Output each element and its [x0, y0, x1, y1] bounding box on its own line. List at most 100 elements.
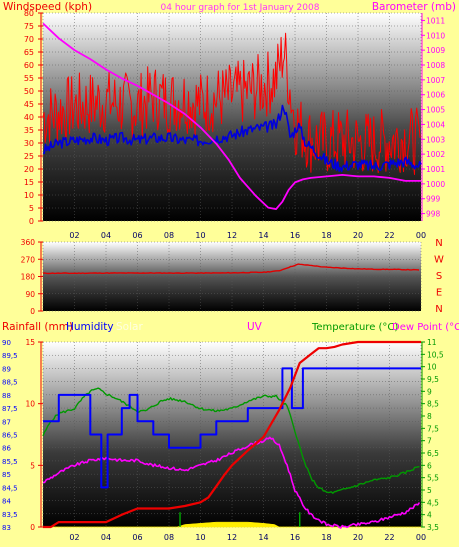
compass-letter: N [435, 304, 442, 315]
avg-windspeed-line [42, 104, 422, 173]
baro-tick-label: 1006 [426, 91, 445, 100]
baro-title: Barometer (mb) [372, 1, 456, 13]
x-tick-label: 10 [195, 231, 205, 240]
wind-tick-label: 80 [24, 9, 34, 18]
temperature-line [42, 387, 420, 494]
temp-tick-label: 6 [427, 461, 432, 470]
temp-tick-label: 4,5 [427, 498, 439, 507]
temp-tick-label: 3,5 [427, 523, 439, 532]
barometer-line [42, 22, 421, 210]
direction-series [42, 263, 420, 275]
wind-tick-label: 20 [24, 165, 34, 174]
wind-tick-label: 40 [24, 113, 34, 122]
baro-y-axis: 998 999 1000 1001 1002 1003 1004 1005 1006 1007 10… [421, 13, 445, 221]
x-tick-label: 02 [69, 533, 79, 542]
wind-series [42, 22, 422, 210]
x-tick-label: 00 [416, 533, 426, 542]
baro-tick-label: 1002 [426, 150, 445, 159]
humidity-tick-label: 83,5 [2, 511, 18, 519]
temperature-label: Temperature (°C) [311, 322, 398, 333]
dewpoint-label: Dew Point (°C) [392, 322, 459, 333]
x-tick-label: 08 [164, 231, 174, 240]
climate-series [42, 340, 421, 529]
dir-tick-label: 270 [21, 255, 36, 264]
x-tick-label: 06 [132, 231, 142, 240]
dir-tick-label: 0 [30, 307, 35, 316]
compass-letter: N [435, 238, 442, 249]
wind-tick-label: 5 [29, 204, 34, 213]
wind-x-axis: 02 04 06 08 10 12 14 16 18 20 22 00 [69, 231, 426, 240]
humidity-tick-label: 89,5 [2, 352, 18, 360]
x-tick-label: 14 [258, 231, 268, 240]
humidity-tick-label: 85 [2, 471, 11, 479]
wind-tick-label: 60 [24, 61, 34, 70]
temp-tick-label: 10 [427, 363, 437, 372]
wind-tick-label: 65 [24, 48, 34, 57]
x-tick-label: 04 [101, 533, 111, 542]
baro-tick-label: 1004 [426, 120, 445, 129]
wind-y-axis: 0 5 10 15 20 25 30 35 40 45 50 55 60 65 70 75 80 [24, 9, 43, 226]
humidity-y-axis: 83 83,5 84 84,5 85 85,5 86 86,5 87 87,5 88 88,5 89 89… [2, 339, 18, 532]
x-tick-label: 14 [258, 533, 268, 542]
humidity-tick-label: 83 [2, 524, 11, 532]
date-title: 04 hour graph for 1st January 2008 [161, 3, 320, 13]
wind-title: Windspeed (kph) [3, 1, 92, 13]
temp-tick-label: 7 [427, 437, 432, 446]
wind-tick-label: 25 [24, 152, 34, 161]
rain-label: Rainfall (mm) [2, 321, 73, 333]
humidity-tick-label: 89 [2, 365, 11, 373]
rainfall-line [43, 340, 421, 529]
x-tick-label: 02 [69, 231, 79, 240]
temp-tick-label: 8,5 [427, 400, 439, 409]
rain-tick-label: 10 [25, 400, 35, 409]
x-tick-label: 08 [164, 533, 174, 542]
solar-area [43, 521, 421, 528]
x-tick-label: 12 [227, 533, 237, 542]
baro-tick-label: 999 [426, 195, 441, 204]
baro-tick-label: 1008 [426, 61, 445, 70]
x-tick-label: 16 [290, 533, 300, 542]
humidity-label: Humidity [66, 321, 114, 333]
temp-tick-label: 5,5 [427, 474, 439, 483]
climate-x-axis: 02 04 06 08 10 12 14 16 18 20 22 00 [69, 533, 426, 542]
x-tick-label: 18 [321, 231, 331, 240]
temp-tick-label: 7,5 [427, 424, 439, 433]
temp-tick-label: 8 [427, 412, 432, 421]
uv-label: UV [247, 321, 263, 333]
x-tick-label: 18 [321, 533, 331, 542]
baro-tick-label: 1003 [426, 135, 445, 144]
humidity-tick-label: 86 [2, 445, 11, 453]
temp-tick-label: 10,5 [427, 350, 444, 359]
humidity-line [43, 367, 421, 489]
wind-tick-label: 55 [24, 74, 34, 83]
wind-direction-line [42, 263, 420, 275]
direction-y-axis: 0 90 180 270 360 [21, 238, 43, 316]
wind-tick-label: 50 [24, 87, 34, 96]
compass-letter: S [436, 271, 442, 282]
temp-tick-label: 11 [427, 338, 437, 347]
compass-letter: E [436, 288, 442, 299]
wind-tick-label: 30 [24, 139, 34, 148]
rain-tick-label: 15 [25, 338, 35, 347]
windspeed-line [42, 32, 421, 175]
temp-tick-label: 5 [427, 486, 432, 495]
temp-tick-label: 9 [427, 387, 432, 396]
temp-tick-label: 6,5 [427, 449, 439, 458]
x-tick-label: 22 [384, 533, 394, 542]
baro-tick-label: 1001 [426, 165, 445, 174]
x-tick-label: 22 [384, 231, 394, 240]
solar-label: Solar [116, 321, 143, 333]
x-tick-label: 16 [290, 231, 300, 240]
x-tick-label: 20 [353, 533, 363, 542]
x-tick-label: 10 [195, 533, 205, 542]
x-tick-label: 00 [416, 231, 426, 240]
baro-tick-label: 1000 [426, 180, 445, 189]
x-tick-label: 04 [101, 231, 111, 240]
dir-tick-label: 360 [21, 238, 36, 247]
baro-tick-label: 998 [426, 210, 441, 219]
baro-tick-label: 1005 [426, 106, 445, 115]
temp-tick-label: 4 [427, 511, 432, 520]
humidity-tick-label: 87,5 [2, 405, 18, 413]
